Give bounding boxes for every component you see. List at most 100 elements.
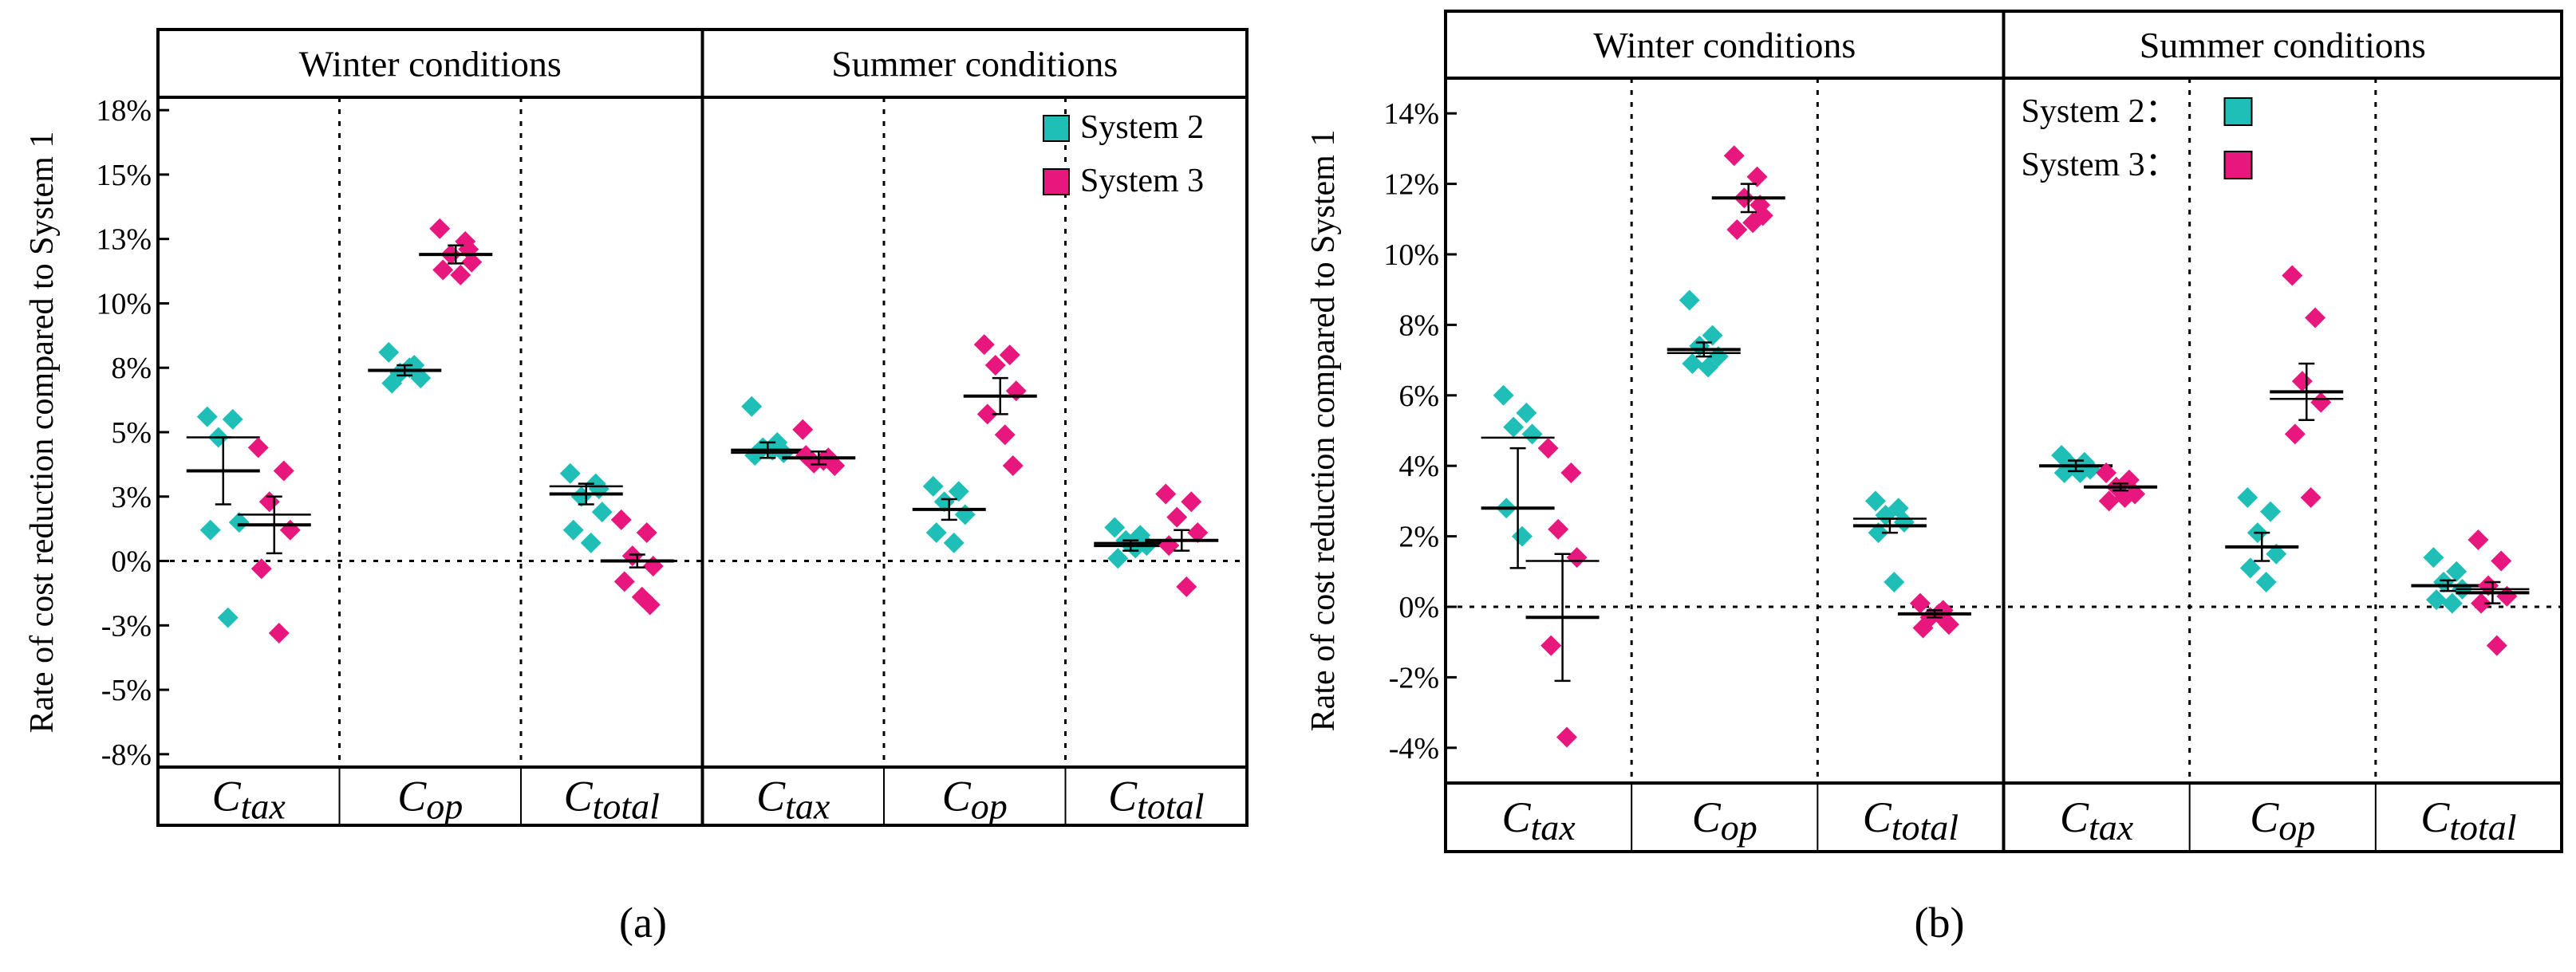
category-label: Cop — [2250, 793, 2315, 848]
y-tick-label: 5% — [111, 416, 152, 450]
data-point — [258, 491, 280, 513]
y-tick-label: -4% — [1389, 732, 1439, 765]
data-point — [2053, 462, 2075, 484]
data-point — [999, 344, 1020, 366]
data-point — [2255, 572, 2277, 593]
category-base: C — [1692, 793, 1722, 841]
data-point — [984, 355, 1006, 376]
data-point — [222, 408, 243, 430]
data-point — [976, 403, 998, 425]
y-tick-label: 0% — [111, 545, 152, 579]
data-point — [591, 502, 613, 523]
panel-a: -8% -5% -3% 0% 3% 5% 8% 10% 13% 15% 18% Rate of cos… — [24, 28, 1249, 946]
y-tick-label: 2% — [1398, 521, 1439, 554]
data-point — [1893, 511, 1915, 533]
y-tick-label: 10% — [96, 287, 152, 321]
category-label: Ctax — [212, 773, 286, 827]
data-point — [1726, 219, 1748, 241]
category-subscript: tax — [241, 786, 286, 827]
data-point — [2486, 635, 2507, 656]
data-point — [1742, 212, 1764, 234]
data-point — [1864, 490, 1886, 512]
data-point — [268, 623, 290, 643]
y-axis-label: Rate of cost reduction compared to Syste… — [24, 132, 61, 734]
group-header: Summer conditions — [2140, 25, 2426, 65]
data-point — [2310, 392, 2332, 413]
data-point — [250, 558, 272, 580]
series-system-2 — [1481, 289, 2485, 614]
data-point — [1107, 548, 1129, 569]
data-point — [1540, 635, 1562, 656]
data-point — [2291, 371, 2313, 392]
legend-swatch — [1043, 115, 1070, 142]
data-point — [1698, 356, 1719, 378]
data-point — [795, 445, 817, 466]
data-point — [2098, 490, 2120, 512]
category-subscript: op — [2278, 807, 2315, 848]
group-header: Winter conditions — [1593, 25, 1856, 65]
legend: System 2 System 3 — [1043, 109, 1204, 199]
data-point — [1158, 535, 1180, 557]
data-point — [1556, 726, 1577, 748]
category-base: C — [397, 773, 427, 820]
data-point — [639, 594, 661, 616]
data-point — [954, 504, 976, 525]
data-point — [410, 368, 432, 389]
category-base: C — [2420, 793, 2450, 841]
data-point — [642, 556, 664, 577]
data-point — [562, 519, 584, 541]
data-point — [1176, 576, 1197, 597]
data-point — [610, 509, 632, 530]
group-header: Winter conditions — [299, 44, 562, 85]
panel-label: (a) — [619, 899, 667, 946]
category-label: Cop — [397, 773, 463, 827]
y-tick-label: -5% — [101, 674, 152, 707]
data-point — [429, 218, 451, 239]
category-base: C — [942, 773, 972, 820]
y-tick-label: 14% — [1383, 97, 1439, 131]
y-axis-label: Rate of cost reduction compared to Syste… — [1305, 130, 1342, 732]
data-point — [994, 424, 1016, 446]
data-point — [2305, 307, 2326, 329]
data-point — [2496, 585, 2518, 607]
data-point — [1493, 384, 1514, 406]
data-point — [1155, 483, 1177, 505]
legend-label: System 3： — [2022, 147, 2179, 183]
y-tick-label: -2% — [1389, 661, 1439, 695]
y-tick-label: 12% — [1383, 168, 1439, 202]
group-header: Summer conditions — [831, 44, 1118, 85]
category-label: Ctax — [756, 773, 830, 827]
data-point — [199, 519, 221, 541]
legend-swatch — [2223, 97, 2253, 126]
data-point — [2239, 557, 2261, 579]
series-system-3 — [237, 218, 1219, 643]
category-base: C — [2250, 793, 2279, 841]
data-point — [2114, 486, 2136, 508]
data-point — [228, 512, 250, 533]
legend-label: System 2 — [1080, 109, 1204, 146]
data-point — [925, 522, 947, 543]
data-point — [247, 437, 269, 458]
category-base: C — [212, 773, 242, 820]
category-subscript: op — [426, 786, 463, 827]
category-base: C — [1108, 773, 1138, 820]
data-point — [381, 372, 403, 394]
data-point — [1750, 195, 1771, 216]
data-point — [948, 481, 969, 502]
data-point — [1884, 572, 1905, 593]
data-point — [559, 462, 581, 484]
data-point — [2471, 592, 2492, 614]
category-subscript: op — [971, 786, 1008, 827]
data-point — [2284, 423, 2306, 445]
data-point — [1002, 455, 1024, 476]
data-point — [2441, 592, 2463, 614]
data-point — [580, 532, 602, 553]
data-point — [1511, 525, 1533, 547]
y-tick-label: 18% — [96, 94, 152, 128]
data-point — [1868, 522, 1889, 544]
data-point — [2096, 462, 2117, 484]
category-label: Ctotal — [1108, 773, 1204, 827]
y-tick-label: 6% — [1398, 380, 1439, 413]
data-point — [792, 419, 814, 440]
